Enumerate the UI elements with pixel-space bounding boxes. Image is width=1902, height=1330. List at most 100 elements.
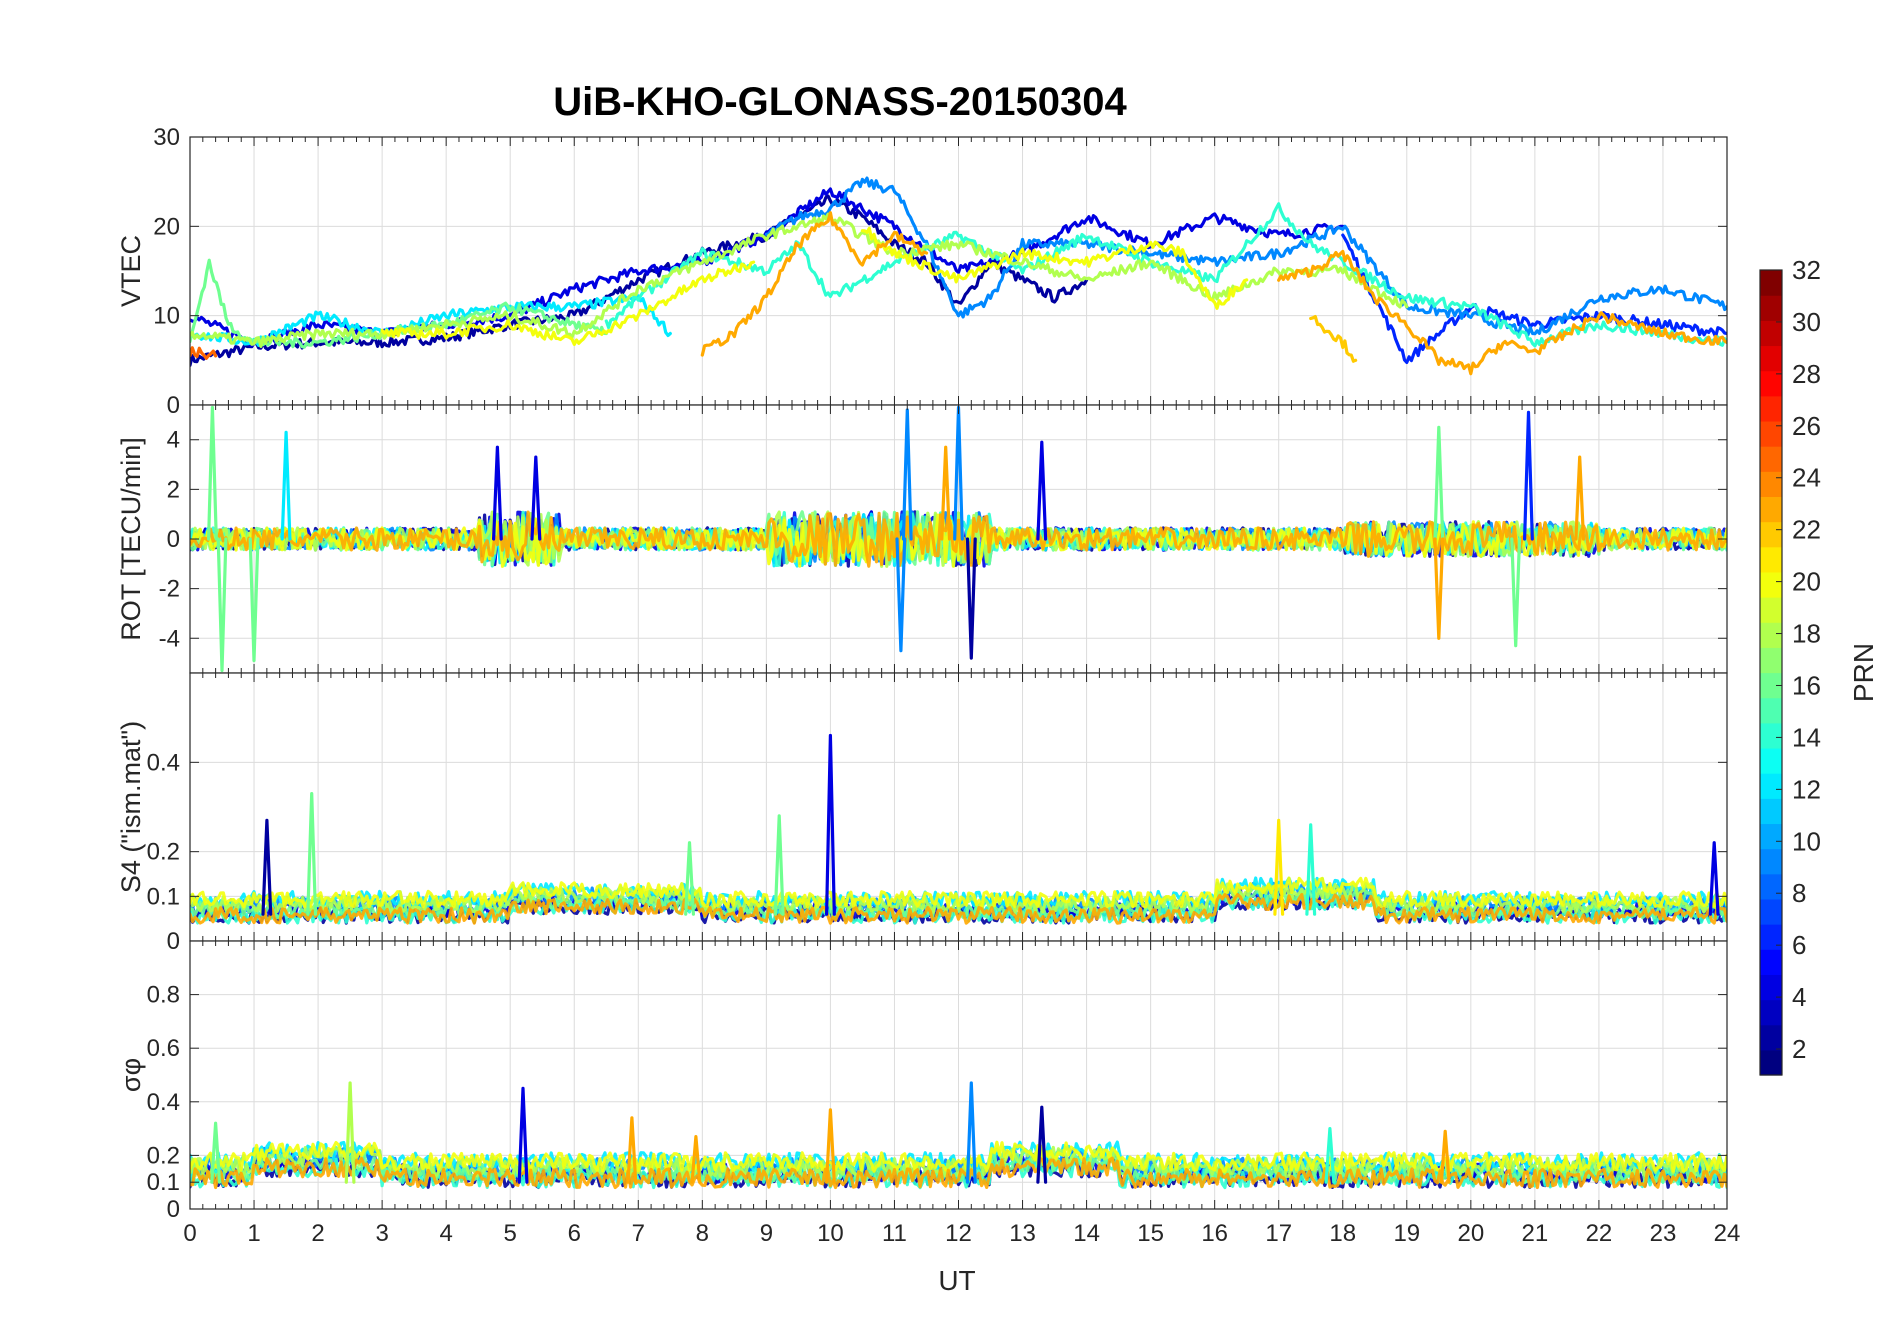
spike-prn-4: [492, 445, 503, 541]
colorbar-step: [1760, 446, 1782, 472]
x-tick-label: 9: [760, 1220, 773, 1247]
y-tick-label: 0: [167, 1196, 180, 1223]
y-tick-label: -2: [159, 576, 180, 603]
x-tick-label: 5: [504, 1220, 517, 1247]
colorbar-step: [1760, 521, 1782, 548]
spike-prn-4: [1708, 841, 1720, 916]
x-tick-label: 18: [1329, 1220, 1356, 1247]
spike-prn-16: [684, 841, 695, 916]
vtec-series-prn-20: [860, 226, 1249, 310]
colorbar-tick-label: 14: [1792, 722, 1821, 752]
colorbar-step: [1760, 873, 1782, 900]
spike-prn-4: [825, 733, 836, 916]
colorbar-step: [1760, 571, 1782, 598]
y-tick-label: 0: [167, 392, 180, 419]
spike-prn-9: [895, 537, 907, 653]
colorbar-step: [1760, 546, 1782, 573]
data-layer: [190, 1081, 1727, 1190]
x-tick-label: 10: [817, 1220, 844, 1247]
noise-band-prn-23: [190, 892, 1727, 925]
y-tick-label: 0.6: [147, 1035, 180, 1062]
spike-prn-16: [773, 814, 785, 916]
tick-marks: [189, 941, 1728, 1210]
colorbar-step: [1760, 999, 1782, 1026]
spike-prn-23: [1574, 455, 1586, 541]
colorbar-step: [1760, 798, 1782, 825]
data-layer: [190, 405, 1727, 673]
colorbar-step: [1760, 1024, 1782, 1051]
vtec-series-prn-23: [1277, 249, 1727, 376]
colorbar-step: [1760, 420, 1782, 447]
x-tick-label: 14: [1073, 1220, 1100, 1247]
y-axis-label: S4 ("ism.mat"): [116, 721, 146, 893]
y-tick-label: 0.1: [147, 1169, 180, 1196]
colorbar-tick-label: 8: [1792, 878, 1806, 908]
colorbar-step: [1760, 974, 1782, 1001]
y-tick-label: 0: [167, 928, 180, 955]
colorbar-tick-label: 18: [1792, 619, 1821, 649]
colorbar-tick-label: 30: [1792, 307, 1821, 337]
spike-prn-18: [344, 1081, 356, 1184]
spike-prn-4: [517, 1086, 529, 1184]
vtec-series-prn-2: [190, 194, 1089, 367]
colorbar-step: [1760, 597, 1782, 623]
spike-prn-23: [626, 1116, 638, 1184]
x-tick-label: 4: [439, 1220, 452, 1247]
x-tick-label: 1: [247, 1220, 260, 1247]
spike-prn-14: [1324, 1127, 1336, 1184]
spike-prn-16: [248, 537, 260, 663]
vtec-series-prn-20: [380, 260, 756, 346]
spike-prn-23: [1439, 1129, 1451, 1184]
colorbar-step: [1760, 823, 1782, 850]
colorbar-step: [1760, 697, 1782, 724]
x-tick-label: 19: [1393, 1220, 1420, 1247]
y-tick-label: 0.4: [147, 1089, 180, 1116]
y-tick-label: 20: [153, 213, 180, 240]
colorbar-step: [1760, 320, 1782, 347]
panel-1: 0 10 20 30 VTEC: [116, 124, 1728, 419]
spike-prn-16: [207, 405, 218, 541]
colorbar-step: [1760, 848, 1782, 875]
colorbar-tick-label: 4: [1792, 982, 1806, 1012]
colorbar-step: [1760, 345, 1782, 372]
y-tick-label: 10: [153, 303, 180, 330]
y-tick-label: 0.2: [147, 839, 180, 866]
colorbar-tick-label: 32: [1792, 255, 1821, 285]
noise-band-prn-20: [190, 876, 1727, 909]
colorbar-tick-label: 12: [1792, 774, 1821, 804]
colorbar-step: [1760, 747, 1782, 774]
spike-prn-23: [940, 445, 952, 541]
vtec-series-prn-6: [1341, 233, 1727, 364]
panel-2: -4 -2 0 2 4 ROT [TECU/min]: [116, 404, 1728, 674]
spike-prn-16: [1433, 425, 1445, 541]
x-tick-label: 13: [1009, 1220, 1036, 1247]
y-tick-label: 0.1: [147, 883, 180, 910]
colorbar-tick-label: 28: [1792, 359, 1821, 389]
colorbar-step: [1760, 395, 1782, 422]
y-tick-label: -4: [159, 625, 180, 652]
colorbar-step: [1760, 270, 1782, 296]
tick-marks: [189, 136, 1728, 406]
y-tick-label: 2: [167, 476, 180, 503]
x-tick-labels: 0 1 2 3 4 5 6 7 8 9 10 11 12 13 14 15 16 17 18 19 20 21 22 23 24: [183, 1220, 1740, 1247]
x-tick-label: 7: [632, 1220, 645, 1247]
y-axis-label: σφ: [116, 1058, 146, 1092]
x-tick-label: 3: [375, 1220, 388, 1247]
colorbar-step: [1760, 773, 1782, 799]
spike-prn-2: [965, 537, 977, 660]
noise-band-prn-20: [190, 1140, 1727, 1173]
spike-prn-23: [825, 1108, 836, 1184]
x-tick-label: 16: [1201, 1220, 1228, 1247]
colorbar-step: [1760, 898, 1782, 925]
colorbar-tick-label: 6: [1792, 930, 1806, 960]
colorbar-step: [1760, 672, 1782, 699]
colorbar-tick-label: 24: [1792, 463, 1821, 493]
spike-prn-16: [1510, 537, 1522, 648]
colorbar-step: [1760, 622, 1782, 648]
y-axis-label: ROT [TECU/min]: [116, 437, 146, 641]
spike-prn-2: [261, 818, 273, 916]
colorbar-tick-label: 26: [1792, 411, 1821, 441]
vtec-series-prn-23: [700, 211, 929, 357]
x-axis-label: UT: [938, 1265, 975, 1296]
